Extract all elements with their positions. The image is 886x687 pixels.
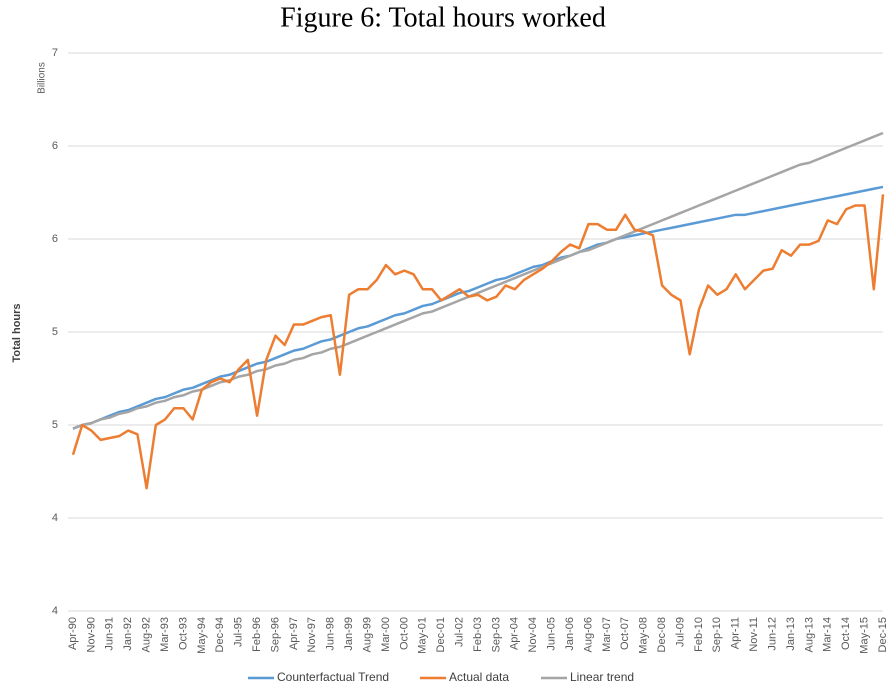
series-line xyxy=(72,185,884,430)
x-tick-label: Aug-06 xyxy=(582,617,594,652)
x-tick-label: Feb-03 xyxy=(472,617,484,652)
x-tick-label: Jun-12 xyxy=(766,617,778,651)
x-tick-label: Mar-14 xyxy=(822,617,834,652)
x-tick-label: Apr-97 xyxy=(288,617,300,650)
x-tick-label: May-94 xyxy=(196,617,208,654)
x-tick-label: Feb-10 xyxy=(693,617,705,652)
x-tick-label: May-15 xyxy=(858,617,870,654)
y-tick-label: 6 xyxy=(52,140,58,152)
y-tick-label: 7 xyxy=(52,47,58,59)
x-tick-label: Aug-13 xyxy=(803,617,815,652)
x-tick-label: Apr-11 xyxy=(730,617,742,649)
series-line xyxy=(72,131,884,430)
x-tick-label: Aug-92 xyxy=(141,617,153,652)
x-tick-label: Sep-10 xyxy=(711,617,723,652)
legend-label: Actual data xyxy=(449,670,509,684)
y-tick-label: 4 xyxy=(52,512,58,524)
x-tick-label: Mar-00 xyxy=(380,617,392,652)
legend-label: Linear trend xyxy=(570,670,634,684)
x-tick-label: Sep-03 xyxy=(490,617,502,652)
y-unit-label: Billions xyxy=(37,62,48,94)
x-tick-label: Dec-15 xyxy=(877,617,886,652)
x-tick-label: Oct-93 xyxy=(177,617,189,650)
x-tick-label: Mar-07 xyxy=(601,617,613,652)
x-tick-label: May-01 xyxy=(417,617,429,654)
y-tick-label: 5 xyxy=(52,326,58,338)
x-tick-label: Oct-14 xyxy=(840,617,852,650)
x-tick-label: Nov-90 xyxy=(85,617,97,652)
x-tick-label: Jul-09 xyxy=(674,617,686,647)
x-tick-label: Jul-95 xyxy=(233,617,245,647)
y-tick-label: 6 xyxy=(52,233,58,245)
y-axis-label: Total hours xyxy=(11,303,23,362)
x-tick-label: May-08 xyxy=(638,617,650,654)
x-tick-label: Nov-04 xyxy=(527,617,539,652)
x-tick-label: Nov-11 xyxy=(748,617,760,652)
x-tick-label: Sep-96 xyxy=(269,617,281,652)
series-line xyxy=(71,194,885,490)
x-tick-label: Nov-97 xyxy=(306,617,318,652)
x-tick-label: Jan-92 xyxy=(122,617,134,651)
x-tick-label: Jun-91 xyxy=(104,617,116,651)
x-tick-label: Jun-98 xyxy=(325,617,337,651)
x-tick-label: Oct-07 xyxy=(619,617,631,650)
x-tick-label: Mar-93 xyxy=(159,617,171,652)
x-tick-label: Aug-99 xyxy=(361,617,373,652)
x-tick-label: Jan-99 xyxy=(343,617,355,651)
x-tick-label: Jan-13 xyxy=(785,617,797,651)
x-tick-label: Dec-01 xyxy=(435,617,447,652)
y-tick-label: 5 xyxy=(52,419,58,431)
x-tick-label: Feb-96 xyxy=(251,617,263,652)
x-tick-label: Apr-90 xyxy=(67,617,79,650)
chart-title: Figure 6: Total hours worked xyxy=(280,2,606,33)
x-tick-label: Jun-05 xyxy=(546,617,558,651)
x-tick-label: Apr-04 xyxy=(509,617,521,650)
x-tick-label: Jul-02 xyxy=(453,617,465,647)
legend-label: Counterfactual Trend xyxy=(277,670,389,684)
x-tick-label: Dec-94 xyxy=(214,617,226,652)
x-tick-label: Dec-08 xyxy=(656,617,668,652)
x-tick-label: Jan-06 xyxy=(564,617,576,651)
y-tick-label: 4 xyxy=(52,605,58,617)
x-tick-label: Oct-00 xyxy=(398,617,410,650)
